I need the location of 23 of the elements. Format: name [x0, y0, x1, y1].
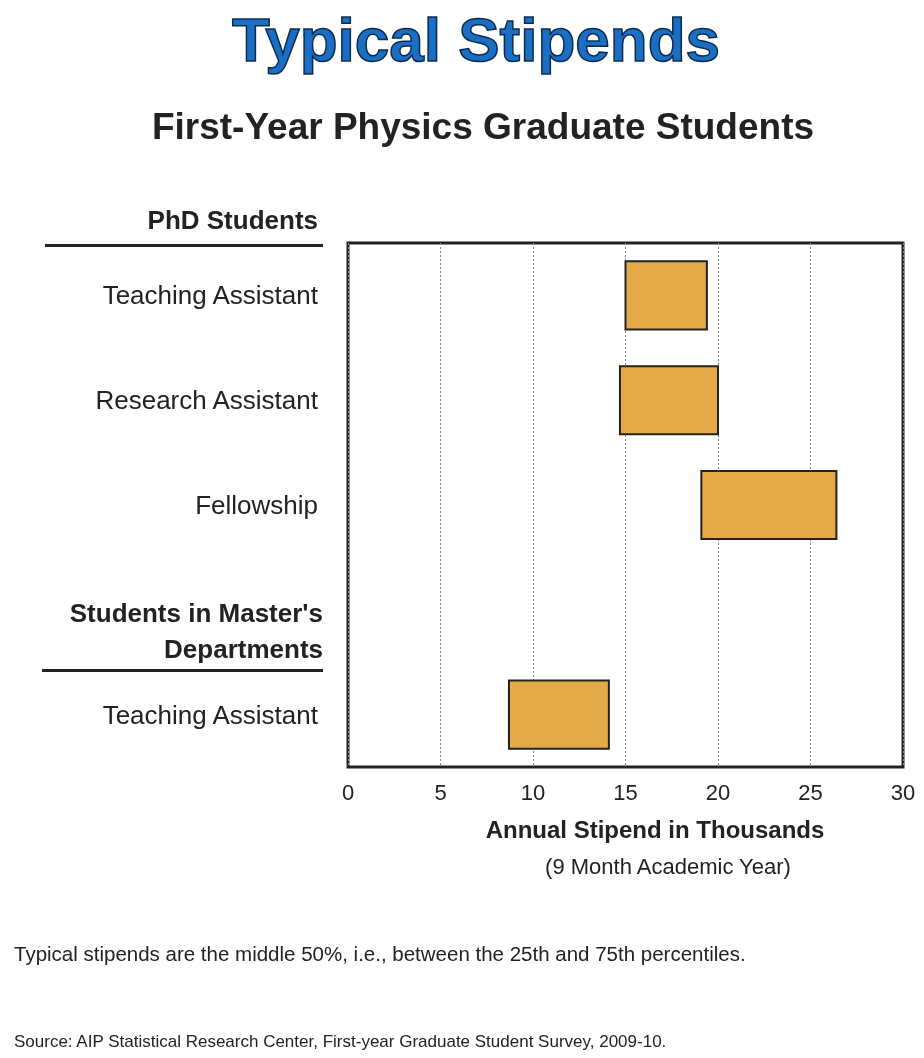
x-tick-label: 25	[798, 779, 823, 805]
bar	[618, 365, 719, 436]
x-tick-label: 15	[613, 779, 638, 805]
x-tick-label: 5	[434, 779, 447, 805]
x-tick-label: 20	[705, 779, 731, 805]
x-tick-label: 10	[520, 779, 546, 805]
y-tick-label: Teaching Assistant	[102, 280, 319, 311]
x-axis-title: Annual Stipend in Thousands	[484, 816, 826, 844]
text: Typical stipends are the middle 50%, i.e., between the 25th and 75th percentiles.	[14, 942, 746, 966]
y-tick-label: Research Assistant	[95, 385, 319, 416]
text: (9 Month Academic Year)	[544, 854, 792, 880]
bar	[700, 469, 838, 541]
x-tick-label: 0	[341, 779, 355, 805]
text: PhD Students	[45, 205, 323, 247]
y-tick-label: Teaching Assistant	[102, 699, 319, 730]
y-tick-label: Fellowship	[195, 490, 318, 520]
text: Students in Master's Departments	[42, 595, 323, 672]
bar	[624, 260, 708, 331]
chart-title: Typical Stipends	[230, 4, 722, 75]
source-note: Source: AIP Statistical Research Center, First-year Graduate Student Survey, 2009-10.	[14, 1032, 667, 1052]
bar	[507, 679, 610, 750]
x-tick-label: 30	[890, 779, 916, 805]
chart-subtitle: First-Year Physics Graduate Students	[150, 106, 816, 148]
